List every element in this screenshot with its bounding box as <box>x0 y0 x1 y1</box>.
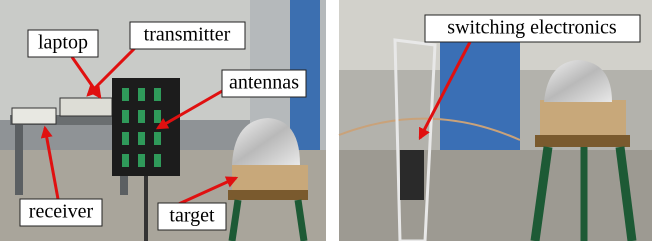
label: transmitter <box>144 24 231 46</box>
label: target <box>169 205 215 227</box>
figure: laptop transmitter antennas receiver tar… <box>0 0 652 241</box>
label: receiver <box>29 201 94 223</box>
page: {"panels": [ {"labels": ["laptop", "tran… <box>0 0 652 241</box>
label: antennas <box>229 72 299 94</box>
label: laptop <box>38 32 88 54</box>
label: switching electronics <box>447 17 617 39</box>
